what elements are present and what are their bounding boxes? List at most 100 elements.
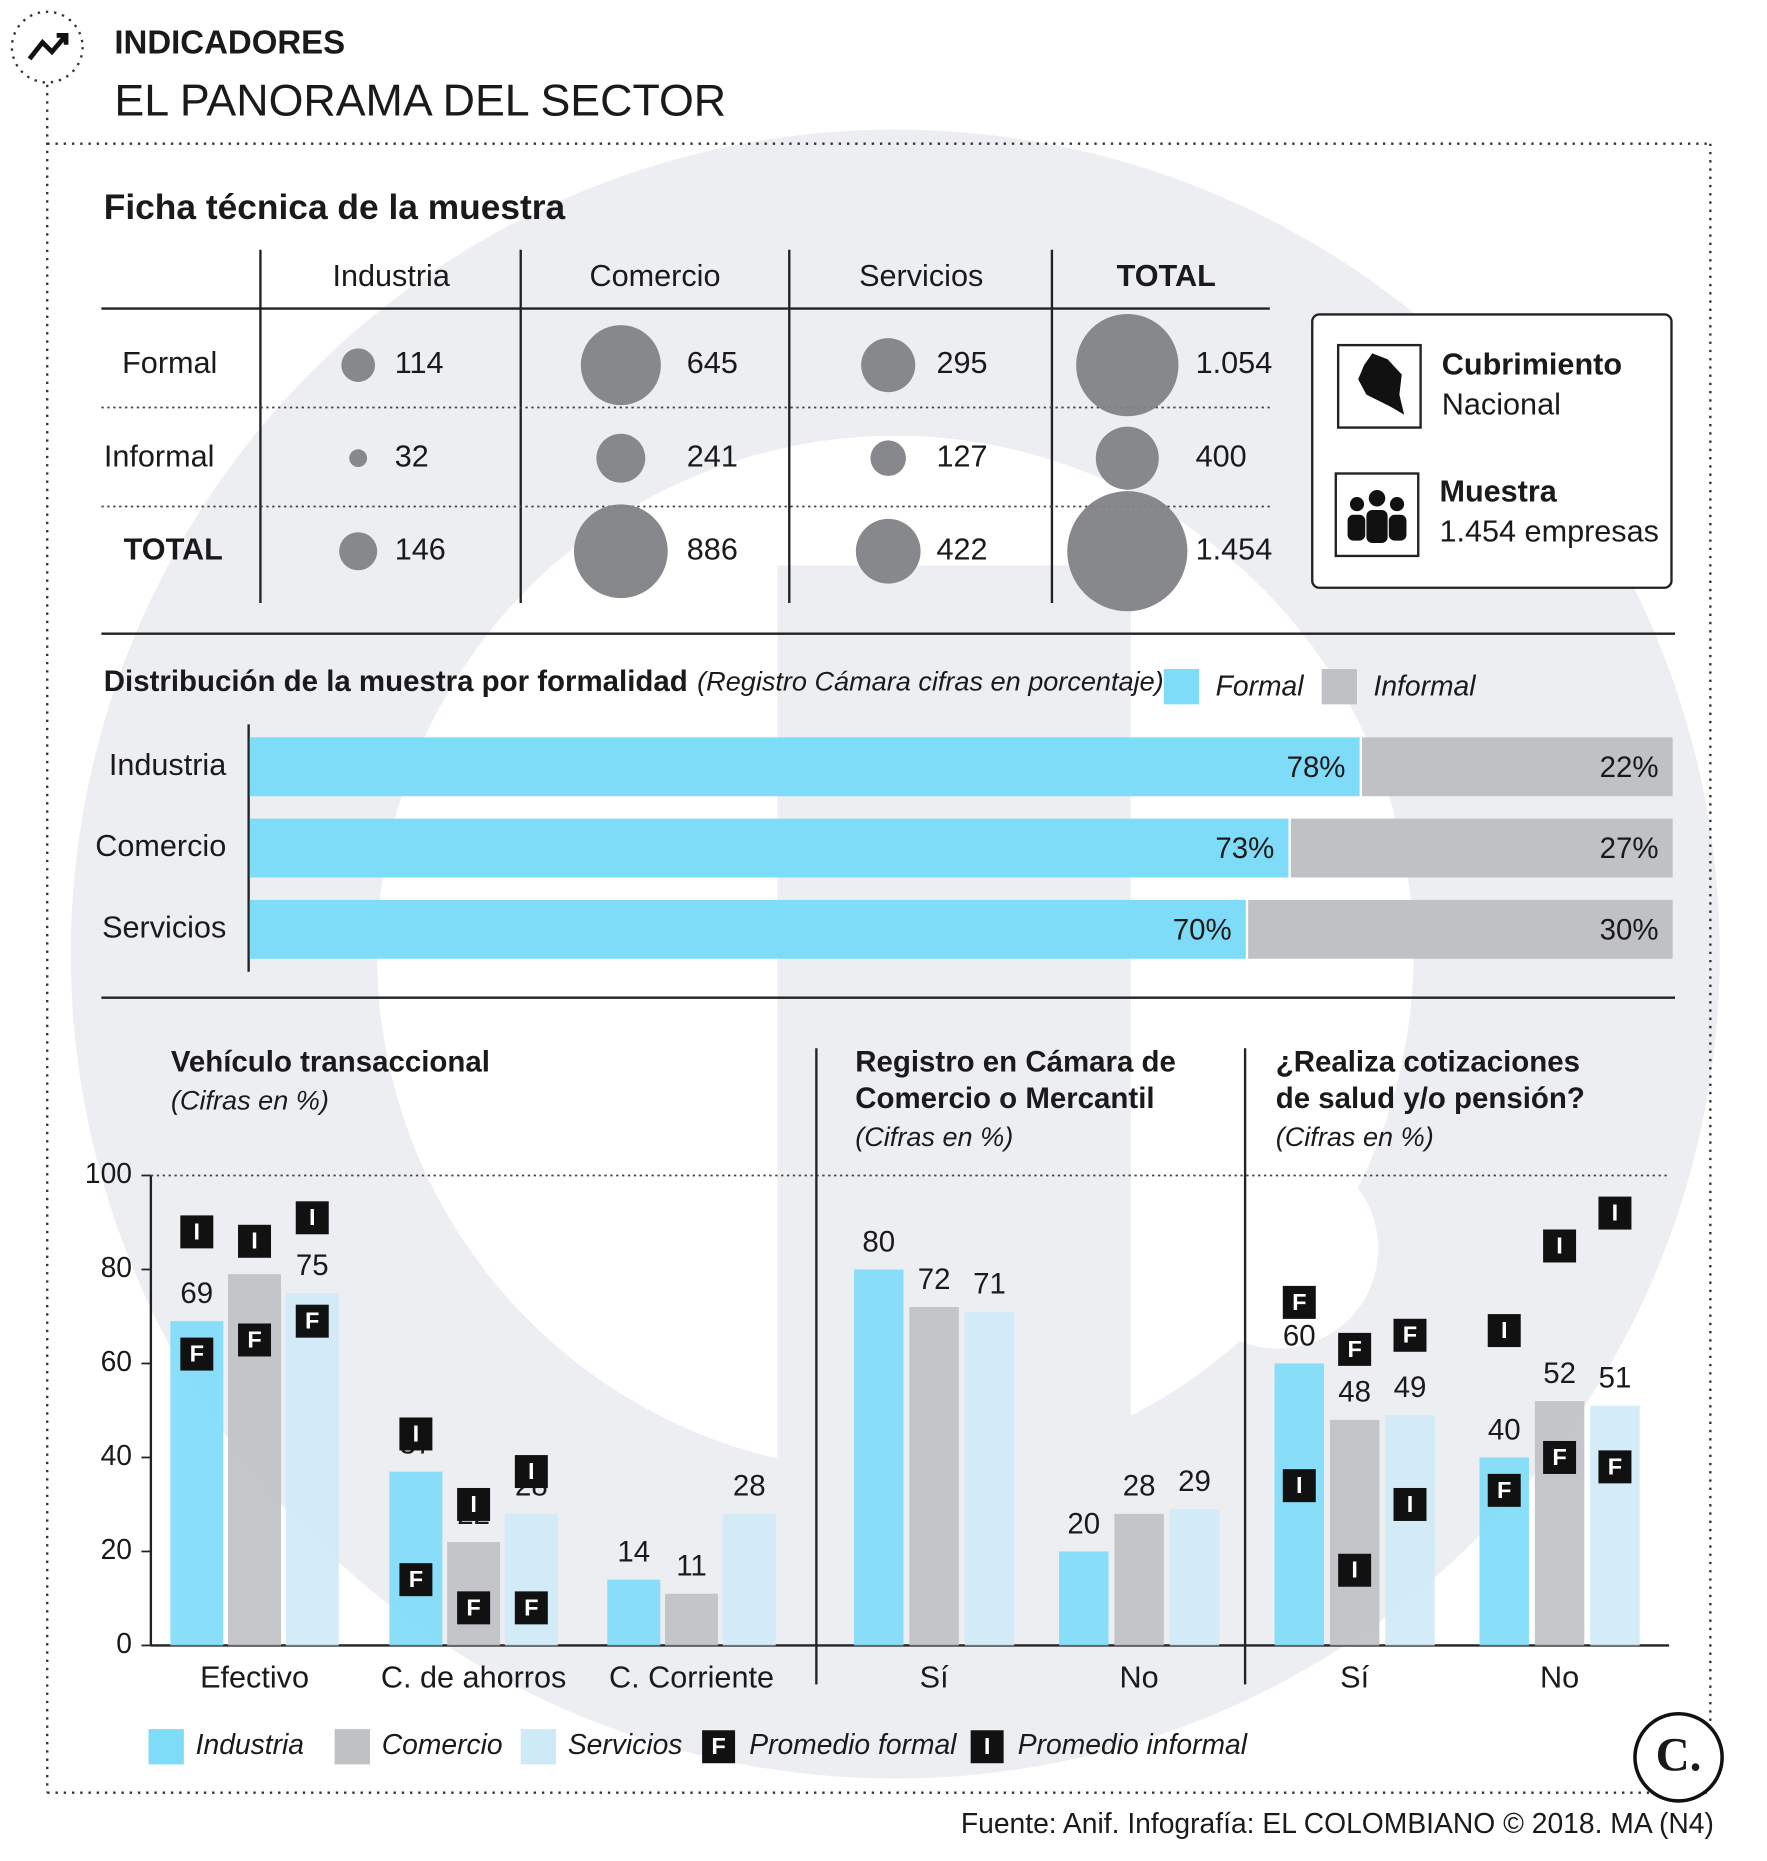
marker-symbol: F — [305, 1308, 319, 1334]
legend-swatch — [148, 1729, 184, 1765]
marker-box — [514, 1455, 548, 1489]
value-label: 60 — [1283, 1319, 1316, 1352]
bar — [1058, 1551, 1109, 1646]
value-label: 27% — [1600, 832, 1659, 865]
chart-subtitle: (Cifras en %) — [1276, 1121, 1434, 1152]
legend-swatch — [1321, 669, 1357, 705]
bubble — [573, 504, 668, 599]
chart-title: Vehículo transaccional — [171, 1045, 490, 1078]
marker-box — [1282, 1469, 1316, 1503]
x-tick-label: Sí — [920, 1661, 949, 1695]
y-tick-label: 40 — [101, 1439, 132, 1471]
bubble-label: 146 — [395, 532, 446, 566]
category-label: Servicios — [102, 910, 226, 944]
bar — [1329, 1419, 1380, 1646]
value-label: 80 — [862, 1225, 895, 1258]
average-marker: F — [1598, 1450, 1632, 1484]
marker-symbol: F — [409, 1566, 423, 1592]
bubble-label: 645 — [687, 346, 738, 380]
value-label: 48 — [1338, 1376, 1371, 1409]
marker-box — [1393, 1487, 1427, 1521]
bar — [1534, 1401, 1585, 1646]
average-marker: I — [238, 1224, 272, 1258]
bar — [1590, 1405, 1640, 1646]
average-marker: F — [180, 1337, 214, 1371]
average-marker: I — [180, 1215, 214, 1249]
marker-box — [1598, 1196, 1632, 1230]
bar — [504, 1513, 558, 1646]
bubble-label: 127 — [937, 439, 988, 473]
marker-box — [295, 1201, 329, 1235]
legend-swatch — [334, 1729, 370, 1765]
bubble-label: 241 — [687, 439, 738, 473]
x-tick-label: Efectivo — [200, 1661, 309, 1695]
bar — [389, 1471, 443, 1646]
y-tick-label: 80 — [101, 1251, 132, 1283]
value-label: 22% — [1600, 751, 1659, 784]
value-label: 70% — [1173, 913, 1232, 946]
value-label: 40 — [1488, 1413, 1521, 1446]
average-marker: I — [514, 1455, 548, 1489]
marker-symbol: F — [524, 1594, 538, 1620]
value-label: 52 — [1543, 1357, 1576, 1390]
column-header: Servicios — [859, 259, 983, 293]
marker-box — [1393, 1318, 1427, 1352]
trend-icon — [27, 32, 69, 61]
y-tick-label: 60 — [101, 1345, 132, 1377]
marker-symbol: I — [528, 1458, 535, 1484]
average-marker: F — [1487, 1473, 1521, 1507]
column-header: Comercio — [590, 259, 721, 293]
bar — [854, 1269, 904, 1646]
bubble — [580, 325, 661, 406]
bubble-label: 32 — [395, 439, 429, 473]
logo-ring — [1633, 1712, 1724, 1803]
bubble-label: 295 — [937, 346, 988, 380]
value-label: 30% — [1600, 913, 1659, 946]
chart-title: de salud y/o pensión? — [1276, 1082, 1585, 1115]
bubble — [1076, 313, 1179, 417]
bubble-label: 400 — [1196, 439, 1247, 473]
marker-symbol: F — [1497, 1477, 1511, 1503]
marker-box — [457, 1591, 491, 1625]
average-marker: F — [514, 1591, 548, 1625]
marker-box — [399, 1417, 433, 1451]
page-title: EL PANORAMA DEL SECTOR — [114, 75, 726, 125]
marker-box — [1487, 1314, 1521, 1348]
bubble — [339, 532, 378, 571]
bar — [665, 1593, 719, 1646]
table-title: Ficha técnica de la muestra — [104, 188, 566, 227]
bar-segment — [249, 737, 1360, 797]
marker-symbol: F — [466, 1594, 480, 1620]
average-marker: F — [1282, 1285, 1316, 1319]
kicker: INDICADORES — [114, 23, 345, 60]
marker-symbol: I — [1612, 1199, 1619, 1225]
marker-symbol: I — [309, 1204, 316, 1230]
row-label: Informal — [104, 439, 215, 473]
marker-box — [1543, 1229, 1577, 1263]
average-marker: I — [1393, 1487, 1427, 1521]
chart-title: Distribución de la muestra por formalida… — [104, 665, 688, 698]
marker-symbol: F — [1552, 1444, 1566, 1470]
value-label: 28 — [733, 1470, 766, 1503]
legend-swatch — [1163, 669, 1200, 705]
bar-segment — [1290, 818, 1673, 878]
bubble-label: 114 — [395, 346, 444, 380]
average-marker: I — [1338, 1553, 1372, 1587]
bar — [1114, 1513, 1164, 1646]
marker-box — [238, 1224, 272, 1258]
legend-marker-symbol: F — [711, 1733, 725, 1759]
bar — [285, 1292, 339, 1646]
x-tick-label: C. de ahorros — [381, 1661, 566, 1695]
x-tick-label: No — [1540, 1661, 1579, 1695]
value-label: 73% — [1215, 832, 1274, 865]
bubble-label: 422 — [937, 532, 988, 566]
x-tick-label: C. Corriente — [609, 1661, 774, 1695]
marker-symbol: I — [194, 1218, 201, 1244]
marker-box — [295, 1304, 329, 1338]
value-label: 75 — [296, 1249, 329, 1282]
average-marker: I — [1598, 1196, 1632, 1230]
chart-title: ¿Realiza cotizaciones — [1276, 1045, 1580, 1078]
chart-title: Registro en Cámara de — [855, 1045, 1176, 1078]
marker-box — [180, 1215, 214, 1249]
